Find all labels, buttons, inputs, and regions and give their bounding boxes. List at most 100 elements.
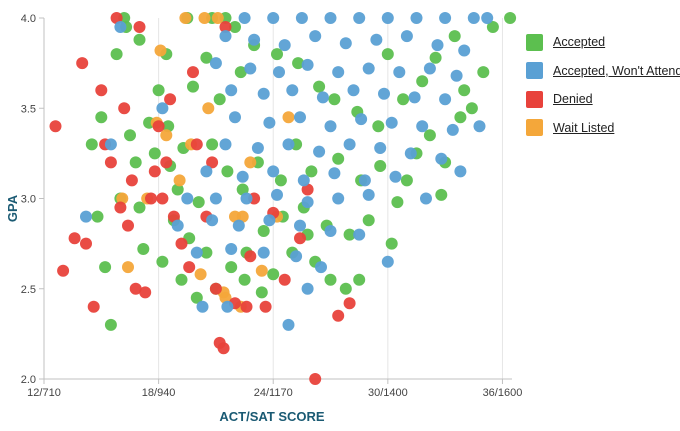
point-accepted-won-t-attend-56 bbox=[358, 174, 371, 187]
point-accepted-won-t-attend-32 bbox=[378, 87, 390, 100]
point-accepted-won-t-attend-74 bbox=[290, 250, 303, 263]
point-denied-0 bbox=[49, 120, 62, 133]
point-accepted-won-t-attend-23 bbox=[362, 62, 375, 75]
point-wait-listed-20 bbox=[282, 111, 295, 124]
point-accepted-won-t-attend-44 bbox=[251, 142, 264, 154]
point-denied-25 bbox=[278, 273, 291, 286]
point-accepted-58 bbox=[229, 21, 241, 33]
point-accepted-won-t-attend-65 bbox=[171, 219, 184, 232]
point-accepted-won-t-attend-31 bbox=[347, 84, 360, 97]
point-accepted-won-t-attend-87 bbox=[454, 165, 467, 178]
point-accepted-won-t-attend-58 bbox=[181, 192, 194, 205]
point-accepted-11 bbox=[148, 147, 161, 160]
point-accepted-10 bbox=[124, 129, 136, 142]
point-accepted-7 bbox=[234, 66, 247, 79]
point-denied-27 bbox=[309, 373, 322, 385]
point-accepted-51 bbox=[95, 111, 108, 124]
point-denied-13 bbox=[160, 156, 173, 169]
point-accepted-won-t-attend-14 bbox=[370, 33, 383, 46]
point-accepted-70 bbox=[206, 138, 219, 151]
point-accepted-9 bbox=[213, 93, 226, 106]
point-denied-21 bbox=[217, 342, 230, 355]
point-accepted-68 bbox=[429, 51, 442, 64]
point-accepted-won-t-attend-12 bbox=[309, 30, 322, 43]
point-denied-12 bbox=[152, 120, 165, 133]
legend-item-accepted[interactable]: Accepted bbox=[526, 28, 680, 57]
point-accepted-won-t-attend-67 bbox=[232, 219, 245, 232]
point-accepted-won-t-attend-51 bbox=[200, 165, 213, 178]
point-accepted-won-t-attend-78 bbox=[381, 255, 394, 268]
point-accepted-won-t-attend-70 bbox=[324, 225, 337, 237]
point-denied-26 bbox=[294, 232, 306, 245]
point-denied-4 bbox=[87, 300, 100, 313]
point-accepted-79 bbox=[374, 160, 387, 172]
point-accepted-19 bbox=[238, 273, 251, 286]
point-accepted-56 bbox=[110, 48, 123, 61]
point-accepted-67 bbox=[416, 75, 429, 88]
point-denied-30 bbox=[95, 84, 108, 97]
point-denied-45 bbox=[164, 93, 177, 106]
legend-swatch-accepted-wont-attend bbox=[526, 62, 543, 80]
point-accepted-won-t-attend-39 bbox=[355, 113, 368, 126]
point-accepted-won-t-attend-5 bbox=[381, 12, 394, 24]
point-accepted-14 bbox=[192, 196, 205, 209]
legend-item-denied[interactable]: Denied bbox=[526, 85, 680, 114]
x-tick-label-0: 12/710 bbox=[27, 387, 61, 399]
point-accepted-won-t-attend-13 bbox=[339, 37, 352, 50]
point-denied-35 bbox=[219, 21, 232, 33]
point-denied-41 bbox=[206, 156, 219, 169]
legend-item-wait-listed[interactable]: Wait Listed bbox=[526, 114, 680, 143]
point-accepted-18 bbox=[225, 261, 238, 274]
point-accepted-41 bbox=[400, 174, 413, 187]
point-accepted-won-t-attend-15 bbox=[400, 30, 413, 43]
point-accepted-won-t-attend-10 bbox=[248, 33, 261, 46]
point-accepted-won-t-attend-33 bbox=[408, 91, 421, 104]
point-accepted-won-t-attend-17 bbox=[458, 44, 471, 57]
y-axis-title: GPA bbox=[5, 194, 20, 222]
point-wait-listed-0 bbox=[122, 261, 134, 274]
point-denied-7 bbox=[118, 102, 131, 115]
point-accepted-27 bbox=[137, 243, 150, 255]
point-wait-listed-9 bbox=[219, 291, 232, 304]
point-accepted-71 bbox=[221, 165, 234, 178]
point-denied-19 bbox=[209, 282, 222, 295]
point-accepted-won-t-attend-85 bbox=[156, 102, 169, 115]
point-accepted-33 bbox=[257, 225, 270, 237]
point-accepted-38 bbox=[362, 214, 375, 227]
point-accepted-won-t-attend-61 bbox=[271, 188, 283, 201]
point-accepted-won-t-attend-40 bbox=[385, 116, 398, 129]
point-accepted-won-t-attend-49 bbox=[404, 147, 417, 160]
point-accepted-won-t-attend-26 bbox=[450, 69, 463, 82]
point-denied-17 bbox=[190, 138, 203, 151]
y-tick-label-4: 4.0 bbox=[21, 13, 36, 25]
point-denied-23 bbox=[240, 300, 253, 313]
point-accepted-28 bbox=[156, 255, 169, 268]
point-wait-listed-17 bbox=[194, 268, 207, 281]
point-denied-14 bbox=[167, 210, 180, 223]
point-accepted-88 bbox=[458, 84, 471, 97]
point-denied-3 bbox=[80, 237, 92, 250]
point-accepted-won-t-attend-82 bbox=[104, 138, 117, 151]
point-accepted-won-t-attend-52 bbox=[236, 170, 249, 183]
point-accepted-77 bbox=[332, 152, 345, 165]
legend-item-accepted-wont-attend[interactable]: Accepted, Won't Attend bbox=[526, 57, 680, 86]
point-denied-39 bbox=[148, 165, 161, 178]
point-accepted-55 bbox=[152, 84, 165, 97]
x-tick-label-3: 30/1400 bbox=[368, 387, 408, 399]
point-accepted-won-t-attend-18 bbox=[209, 57, 222, 70]
y-tick-label-0: 2.0 bbox=[21, 374, 36, 386]
legend-swatch-wait-listed bbox=[526, 119, 543, 137]
point-accepted-20 bbox=[255, 286, 268, 299]
point-accepted-39 bbox=[385, 237, 398, 250]
point-accepted-won-t-attend-29 bbox=[286, 84, 299, 97]
point-accepted-29 bbox=[175, 273, 188, 286]
point-accepted-76 bbox=[305, 165, 318, 178]
point-accepted-17 bbox=[200, 246, 213, 259]
y-tick-label-2: 3.0 bbox=[21, 194, 36, 206]
point-wait-listed-3 bbox=[179, 12, 192, 24]
point-accepted-won-t-attend-20 bbox=[273, 66, 285, 79]
y-tick-label-1: 2.5 bbox=[21, 284, 36, 296]
point-accepted-46 bbox=[465, 102, 478, 115]
point-denied-44 bbox=[104, 156, 117, 169]
